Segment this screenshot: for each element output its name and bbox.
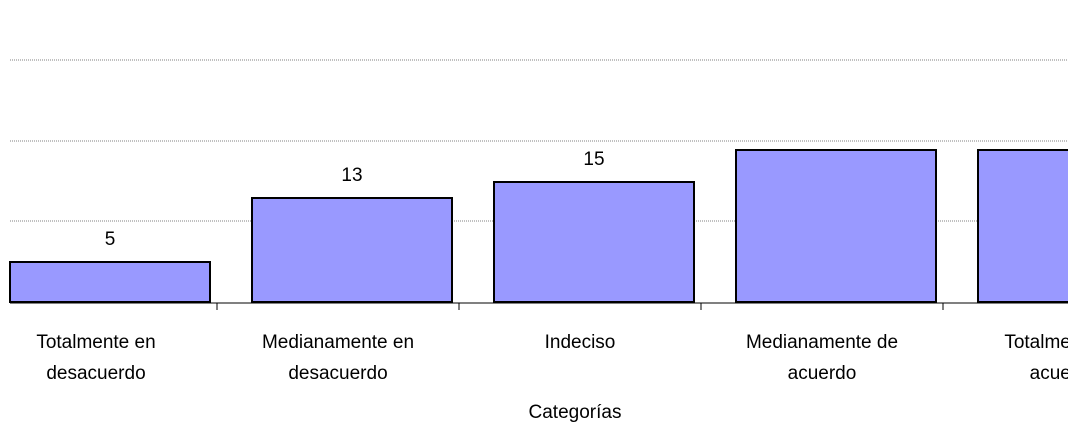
x-axis-title: Categorías [529,402,622,423]
x-tick-label: Medianamente en desacuerdo [262,332,414,384]
x-tick-label: Indeciso [545,332,616,353]
labels: 5 13 15 Totalmente en desacuerdo Medianamente… [36,149,1071,384]
data-label: 13 [341,165,362,186]
bar [251,197,453,303]
x-axis [10,302,1068,310]
bar [493,181,695,303]
bar [9,261,211,303]
data-label: 15 [583,149,604,170]
data-label: 5 [105,229,116,250]
x-tick-label: Totalmente en desacuerdo [36,332,155,384]
x-tick-label: Medianamente de acuerdo [746,332,898,384]
bar [977,149,1068,303]
bar [735,149,937,303]
bars [9,149,1068,303]
